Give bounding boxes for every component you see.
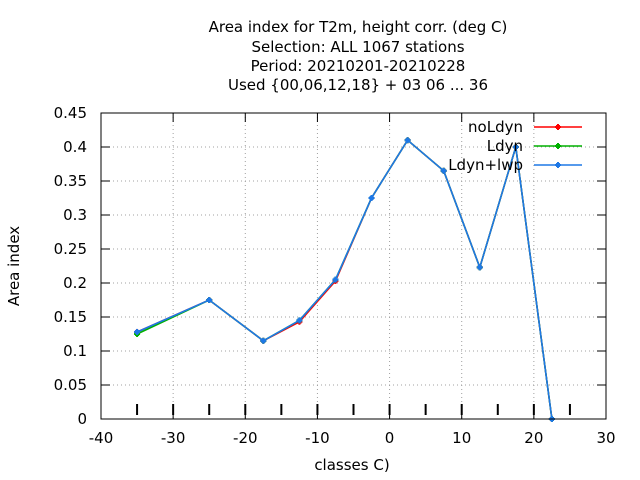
x-axis-label: classes C)	[314, 456, 389, 474]
x-tick-label: -20	[233, 429, 258, 447]
y-axis-label: Area index	[5, 226, 23, 306]
grid	[101, 113, 606, 419]
plot-series	[134, 137, 555, 422]
legend-item: Ldyn	[487, 137, 582, 155]
x-tick-label: 20	[524, 429, 543, 447]
title-line-3: Period: 20210201-20210228	[251, 57, 466, 75]
y-tick-label: 0.4	[63, 138, 87, 156]
title-line-1: Area index for T2m, height corr. (deg C)	[209, 18, 508, 36]
plot-frame	[100, 112, 607, 420]
chart-title: Area index for T2m, height corr. (deg C)…	[209, 18, 508, 94]
series-line	[136, 138, 553, 420]
data-point	[296, 317, 303, 324]
legend-label: noLdyn	[468, 118, 523, 136]
x-tick-label: 30	[596, 429, 615, 447]
legend-label: Ldyn+lwp	[448, 156, 523, 174]
series-ldyn-lwp	[134, 137, 555, 422]
axis-ticks	[100, 112, 607, 420]
x-tick-label: -30	[161, 429, 186, 447]
series-line	[136, 138, 553, 420]
data-point	[476, 264, 483, 271]
series-line	[136, 138, 553, 420]
y-tick-label: 0.45	[54, 104, 87, 122]
series-noldyn	[134, 137, 555, 422]
data-point	[332, 276, 339, 283]
data-point	[260, 337, 267, 344]
y-tick-label: 0.35	[54, 172, 87, 190]
y-tick-label: 0.25	[54, 240, 87, 258]
data-point	[440, 167, 447, 174]
y-tick-label: 0.1	[63, 342, 87, 360]
legend-item: Ldyn+lwp	[448, 156, 582, 174]
y-tick-label: 0.3	[63, 206, 87, 224]
legend-label: Ldyn	[487, 137, 523, 155]
title-line-2: Selection: ALL 1067 stations	[251, 38, 464, 56]
data-point	[206, 297, 213, 303]
data-point	[512, 144, 519, 150]
data-point	[134, 328, 141, 335]
data-point	[368, 195, 375, 201]
x-tick-label: 0	[385, 429, 395, 447]
y-tick-label: 0.15	[54, 308, 87, 326]
x-tick-label: 10	[452, 429, 471, 447]
title-line-4: Used {00,06,12,18} + 03 06 ... 36	[228, 76, 488, 94]
y-tick-label: 0.05	[54, 376, 87, 394]
tick-labels: -40 -30 -20 -10 0 10 20 30 0 0.05 0.1 0.15 0.2 0.25 0.…	[54, 104, 616, 447]
x-tick-label: -10	[305, 429, 330, 447]
y-tick-label: 0	[77, 410, 87, 428]
legend-item: noLdyn	[468, 118, 582, 136]
x-tick-label: -40	[89, 429, 114, 447]
y-tick-label: 0.2	[63, 274, 87, 292]
series-ldyn	[134, 137, 555, 422]
data-point	[404, 137, 411, 144]
